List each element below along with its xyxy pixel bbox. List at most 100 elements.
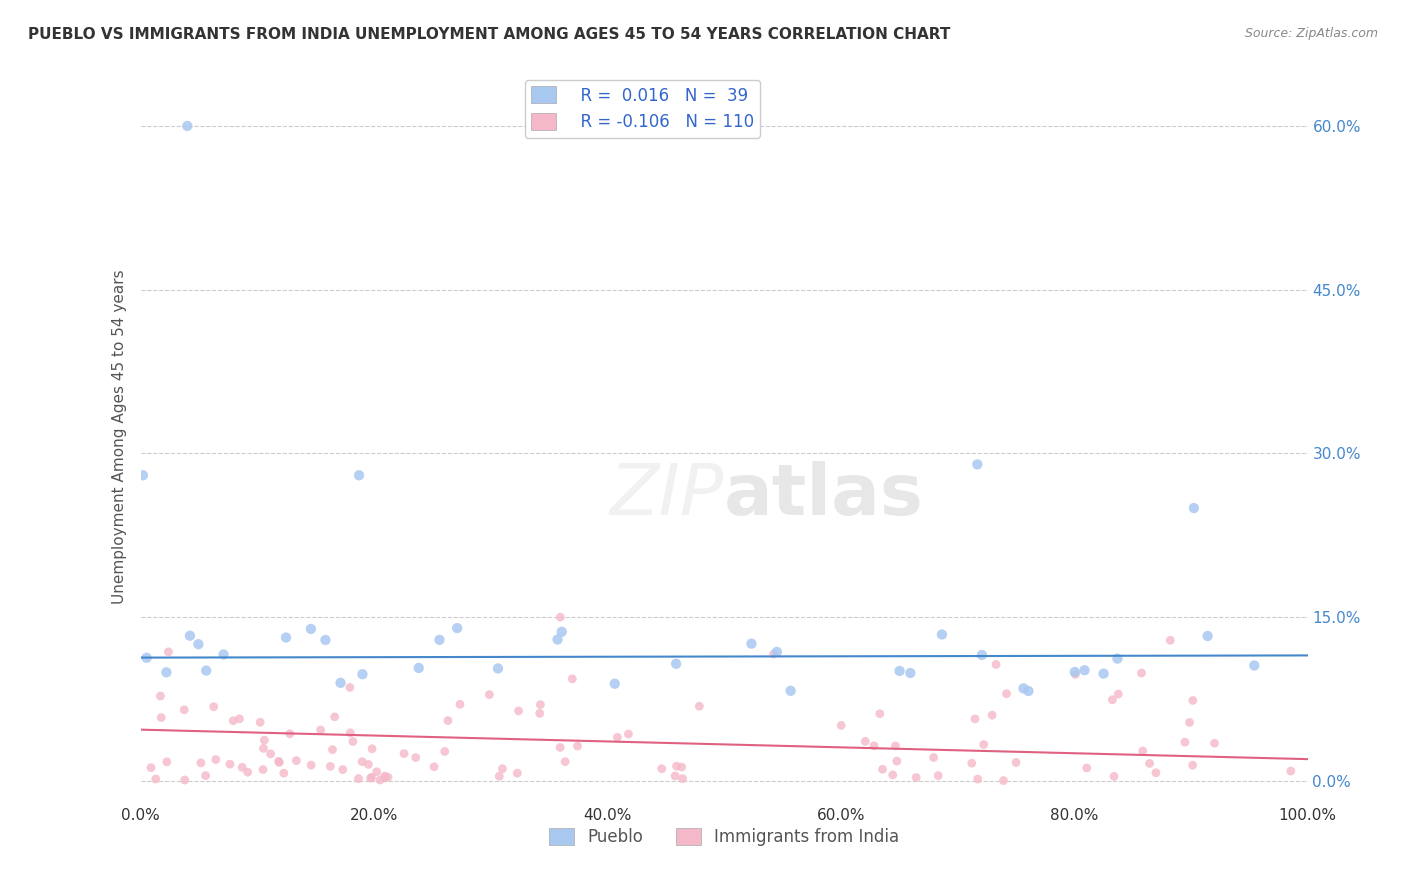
Point <box>963 712 986 726</box>
Point <box>361 741 384 756</box>
Text: ZIP: ZIP <box>610 461 724 530</box>
Point <box>1181 758 1204 772</box>
Point <box>1101 692 1123 706</box>
Point <box>1012 681 1035 696</box>
Point <box>478 688 501 702</box>
Point <box>278 727 301 741</box>
Point <box>194 769 217 783</box>
Point <box>922 750 945 764</box>
Point <box>1139 756 1161 771</box>
Point <box>886 754 908 768</box>
Point <box>898 665 921 680</box>
Point <box>671 760 693 774</box>
Point <box>274 631 297 645</box>
Point <box>222 714 245 728</box>
Point <box>314 632 336 647</box>
Point <box>360 770 382 784</box>
Point <box>374 771 396 785</box>
Point <box>550 610 572 624</box>
Point <box>321 742 343 756</box>
Point <box>347 468 370 483</box>
Point <box>1107 651 1129 665</box>
Point <box>665 657 688 671</box>
Point <box>993 773 1015 788</box>
Point <box>766 645 789 659</box>
Point <box>449 698 471 712</box>
Point <box>408 661 430 675</box>
Point <box>740 637 762 651</box>
Point <box>1174 735 1197 749</box>
Point <box>252 741 274 756</box>
Point <box>139 761 162 775</box>
Point <box>1064 667 1087 681</box>
Point <box>1063 665 1085 679</box>
Point <box>830 718 852 732</box>
Text: PUEBLO VS IMMIGRANTS FROM INDIA UNEMPLOYMENT AMONG AGES 45 TO 54 YEARS CORRELATI: PUEBLO VS IMMIGRANTS FROM INDIA UNEMPLOY… <box>28 27 950 42</box>
Point <box>1182 501 1205 516</box>
Point <box>352 667 374 681</box>
Point <box>433 744 456 758</box>
Point <box>132 468 155 483</box>
Point <box>176 119 198 133</box>
Point <box>491 762 513 776</box>
Point <box>529 706 551 721</box>
Point <box>405 750 427 764</box>
Point <box>1204 736 1226 750</box>
Point <box>150 710 173 724</box>
Point <box>299 622 322 636</box>
Point <box>863 739 886 753</box>
Point <box>374 769 396 783</box>
Point <box>665 759 688 773</box>
Point <box>603 677 626 691</box>
Point <box>299 758 322 772</box>
Point <box>157 645 180 659</box>
Point <box>905 771 928 785</box>
Point <box>259 747 281 761</box>
Point <box>966 458 988 472</box>
Point <box>779 683 801 698</box>
Point <box>995 687 1018 701</box>
Point <box>617 727 640 741</box>
Point <box>981 708 1004 723</box>
Point <box>1017 684 1039 698</box>
Point <box>1279 764 1302 778</box>
Point <box>1102 769 1125 783</box>
Point <box>561 672 583 686</box>
Point <box>332 763 354 777</box>
Point <box>762 647 785 661</box>
Point <box>869 706 891 721</box>
Point <box>423 760 446 774</box>
Point <box>446 621 468 635</box>
Point <box>548 740 571 755</box>
Point <box>1076 761 1098 775</box>
Point <box>567 739 589 753</box>
Point <box>204 753 226 767</box>
Point <box>342 734 364 748</box>
Point <box>285 754 308 768</box>
Point <box>437 714 460 728</box>
Point <box>1107 687 1129 701</box>
Point <box>135 650 157 665</box>
Point <box>219 757 242 772</box>
Point <box>212 648 235 662</box>
Point <box>1144 765 1167 780</box>
Point <box>319 759 342 773</box>
Point <box>352 755 374 769</box>
Legend: Pueblo, Immigrants from India: Pueblo, Immigrants from India <box>541 822 907 853</box>
Point <box>253 733 276 747</box>
Point <box>966 772 988 786</box>
Point <box>554 755 576 769</box>
Point <box>872 762 894 776</box>
Point <box>508 704 530 718</box>
Point <box>1005 756 1028 770</box>
Point <box>1159 633 1181 648</box>
Point <box>488 769 510 783</box>
Point <box>1243 658 1265 673</box>
Point <box>1197 629 1219 643</box>
Point <box>366 764 388 779</box>
Text: atlas: atlas <box>724 461 924 530</box>
Point <box>651 762 673 776</box>
Point <box>1181 693 1204 707</box>
Point <box>547 632 569 647</box>
Point <box>931 627 953 641</box>
